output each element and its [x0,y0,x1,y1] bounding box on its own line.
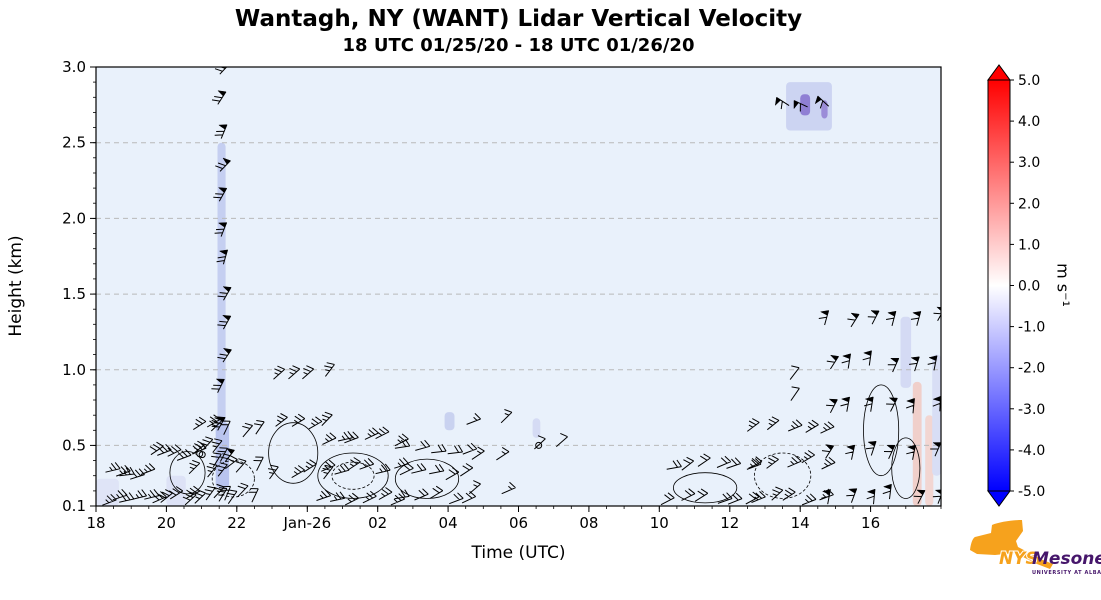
svg-text:1.0: 1.0 [62,361,86,379]
chart-title: Wantagh, NY (WANT) Lidar Vertical Veloci… [234,6,803,32]
svg-text:3.0: 3.0 [62,58,86,76]
svg-text:0.1: 0.1 [62,497,86,515]
colorbar: 5.0 4.0 3.0 2.0 1.0 0.0 -1.0 -2.0 -3.0 -4.0 -5.0 [987,64,1045,507]
svg-text:10: 10 [650,514,669,532]
svg-text:08: 08 [579,514,598,532]
svg-text:2.0: 2.0 [1018,196,1040,212]
svg-text:Jan-26: Jan-26 [282,514,331,532]
svg-text:16: 16 [861,514,880,532]
nys-mesonet-logo: NYS Mesonet UNIVERSITY AT ALBANY [970,520,1101,576]
svg-text:22: 22 [227,514,246,532]
svg-text:-4.0: -4.0 [1018,443,1045,459]
colorbar-unit-label: m s⁻¹ [1053,263,1073,307]
svg-text:20: 20 [157,514,176,532]
axis-ticks: 18 20 22 Jan-26 02 04 06 08 10 12 14 16 0.1 0.5 1.0 1.5… [62,58,942,532]
svg-text:06: 06 [509,514,528,532]
ny-state-shape-icon [970,520,1053,569]
svg-text:-2.0: -2.0 [1018,361,1045,377]
colorbar-bottom-arrow-icon [987,490,1011,507]
svg-text:14: 14 [791,514,810,532]
svg-text:4.0: 4.0 [1018,114,1040,130]
svg-text:-5.0: -5.0 [1018,484,1045,500]
colorbar-top-arrow-icon [987,64,1011,81]
velocity-field [96,67,941,506]
svg-text:02: 02 [368,514,387,532]
svg-text:-3.0: -3.0 [1018,402,1045,418]
chart-subtitle: 18 UTC 01/25/20 - 18 UTC 01/26/20 [342,35,695,56]
logo-subtext: UNIVERSITY AT ALBANY [1032,570,1101,576]
svg-text:0.0: 0.0 [1018,279,1040,295]
wind-barbs [102,67,941,506]
svg-text:-1.0: -1.0 [1018,320,1045,336]
svg-text:2.0: 2.0 [62,209,86,227]
svg-text:1.5: 1.5 [62,285,86,303]
svg-text:5.0: 5.0 [1018,73,1040,89]
svg-text:18: 18 [86,514,105,532]
svg-text:0.5: 0.5 [62,436,86,454]
svg-text:3.0: 3.0 [1018,155,1040,171]
svg-text:1.0: 1.0 [1018,237,1040,253]
x-axis-label: Time (UTC) [471,543,566,563]
svg-text:12: 12 [720,514,739,532]
logo-text-mesonet: Mesonet [1032,549,1101,569]
gridlines [96,142,941,446]
y-axis-label: Height (km) [6,235,26,337]
svg-text:04: 04 [439,514,458,532]
logo-text-nys: NYS [999,549,1038,569]
svg-text:2.5: 2.5 [62,134,86,152]
